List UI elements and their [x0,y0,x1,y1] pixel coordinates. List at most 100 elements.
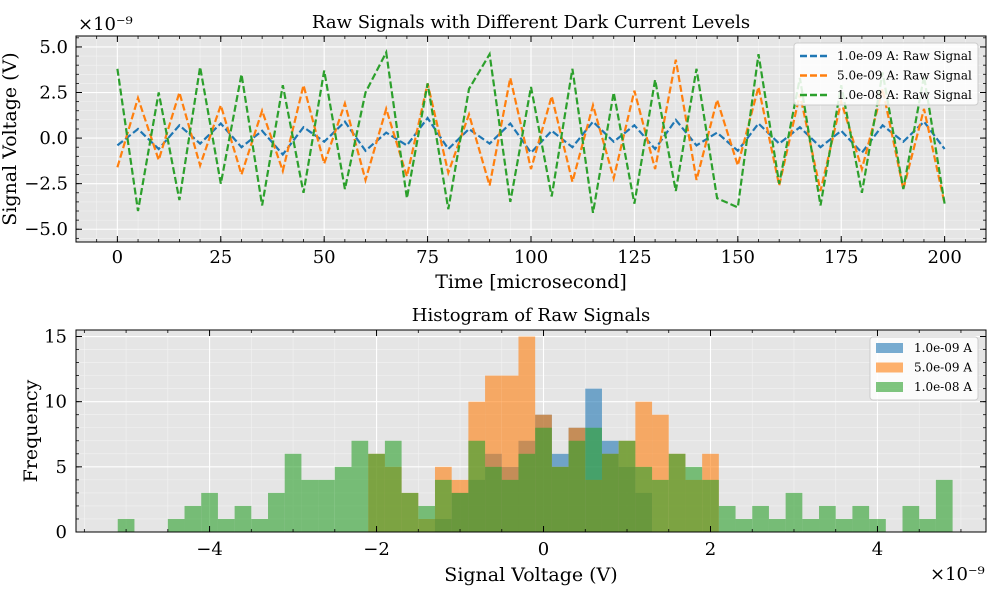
histogram-bar [802,518,820,532]
histogram-panel: −4 −2 0 2 4 0 5 10 15 Histogram of Raw Signals S… [20,305,987,586]
legend-label: 1.0e-08 A: Raw Signal [837,88,972,102]
y-tick-label: 15 [44,327,67,348]
raw-signal-panel: 0 25 50 75 100 125 150 175 200−5.0−2.50.02.55.0 … [0,12,987,293]
x-tick-label: 100 [514,247,548,268]
x-tick-label: 2 [705,539,716,560]
histogram-bar [702,479,719,532]
histogram-bar [434,479,452,532]
histogram-bar [334,466,352,532]
legend-label: 1.0e-09 A: Raw Signal [837,49,972,63]
histogram-bar [167,518,185,532]
histogram-bar [501,479,519,532]
histogram-bar [551,466,569,532]
histogram-bar [468,440,486,532]
histogram-bar [652,479,669,532]
legend-box [793,42,979,106]
histogram-bar [852,505,870,532]
histogram-bar [535,427,552,532]
plot-frame [75,329,987,533]
histogram-bar [785,492,803,532]
histogram-bars [117,336,953,532]
chart-title: Histogram of Raw Signals [412,305,650,326]
histogram-bar [618,440,636,532]
x-axis-label: Signal Voltage (V) [444,564,617,586]
histogram-bar [117,518,135,532]
x-tick-label: 125 [617,247,651,268]
histogram-bar [284,453,302,532]
x-tick-label: 150 [721,247,755,268]
y-tick-label: 5.0 [39,37,68,58]
x-tick-label: 50 [313,247,336,268]
histogram-bar [718,505,736,532]
series-line-3 [116,48,946,213]
series-lines [116,48,946,213]
histogram-bar [869,518,886,532]
series-line-1 [116,116,946,157]
histogram-bar [217,518,235,532]
histogram-bar [451,492,469,532]
x-tick-label: 0 [538,539,549,560]
x-tick-label: 175 [824,247,858,268]
y-tick-label: 0 [56,522,67,543]
y-tick-label: −2.5 [24,174,68,195]
histogram-bar [518,453,536,532]
legend-label: 5.0e-09 A [914,361,972,375]
histogram-bar [635,466,653,532]
histogram-bar [819,505,836,532]
histogram-bar [318,479,335,532]
legend-label: 1.0e-08 A [914,380,972,394]
histogram-bar [585,427,602,532]
histogram-bar [184,505,202,532]
histogram-bar [268,492,285,532]
histogram-bar [384,440,402,532]
y-axis-label: Frequency [20,379,42,482]
histogram-bar [234,505,252,532]
histogram-series-3 [117,427,953,532]
histogram-bar [485,466,502,532]
histogram-bar [568,440,586,532]
x-tick-label: 25 [209,247,232,268]
histogram-bar [735,518,753,532]
legend: 1.0e-09 A 5.0e-09 A 1.0e-08 A [869,336,979,401]
legend-label: 5.0e-09 A: Raw Signal [837,69,972,83]
legend-swatch [876,343,903,353]
histogram-bar [368,453,385,532]
histogram-bar [668,453,686,532]
histogram-bar [685,466,703,532]
y-axis-label: Signal Voltage (V) [0,52,21,225]
legend: 1.0e-09 A: Raw Signal 5.0e-09 A: Raw Sign… [793,42,979,106]
histogram-bar [768,518,786,532]
histogram-bar [351,440,369,532]
legend-swatch [876,362,903,373]
chart-title: Raw Signals with Different Dark Current … [312,12,750,33]
axis-ticks: 0 25 50 75 100 125 150 175 200 −5.0 −2.5 0.0 2.5 5.0 [24,36,987,268]
histogram-bar [301,479,319,532]
y-tick-label: 2.5 [39,83,68,104]
histogram-bar [251,518,269,532]
y-tick-label: 5 [56,457,67,478]
x-tick-label: −2 [363,539,390,560]
legend-label: 1.0e-09 A [914,341,972,355]
y-tick-label: −5.0 [24,219,68,240]
x-scale-label: ×10⁻⁹ [930,564,985,585]
x-tick-label: 200 [927,247,961,268]
y-tick-label: 10 [44,392,67,413]
y-scale-label: ×10⁻⁹ [78,14,133,35]
histogram-bar [919,518,936,532]
x-tick-label: 0 [112,247,123,268]
histogram-bar [752,505,769,532]
x-axis-label: Time [microsecond] [435,271,627,293]
y-tick-label: 0.0 [39,128,68,149]
histogram-bar [201,492,218,532]
histogram-bar [835,518,853,532]
x-tick-label: 75 [416,247,439,268]
histogram-bar [418,505,435,532]
histogram-bar [601,453,619,532]
histogram-bar [902,505,920,532]
histogram-bar [935,479,953,532]
legend-swatch [876,382,903,392]
histogram-bar [401,492,419,532]
x-tick-label: 4 [872,539,883,560]
axis-ticks: −4 −2 0 2 4 0 5 10 15 [44,327,986,560]
